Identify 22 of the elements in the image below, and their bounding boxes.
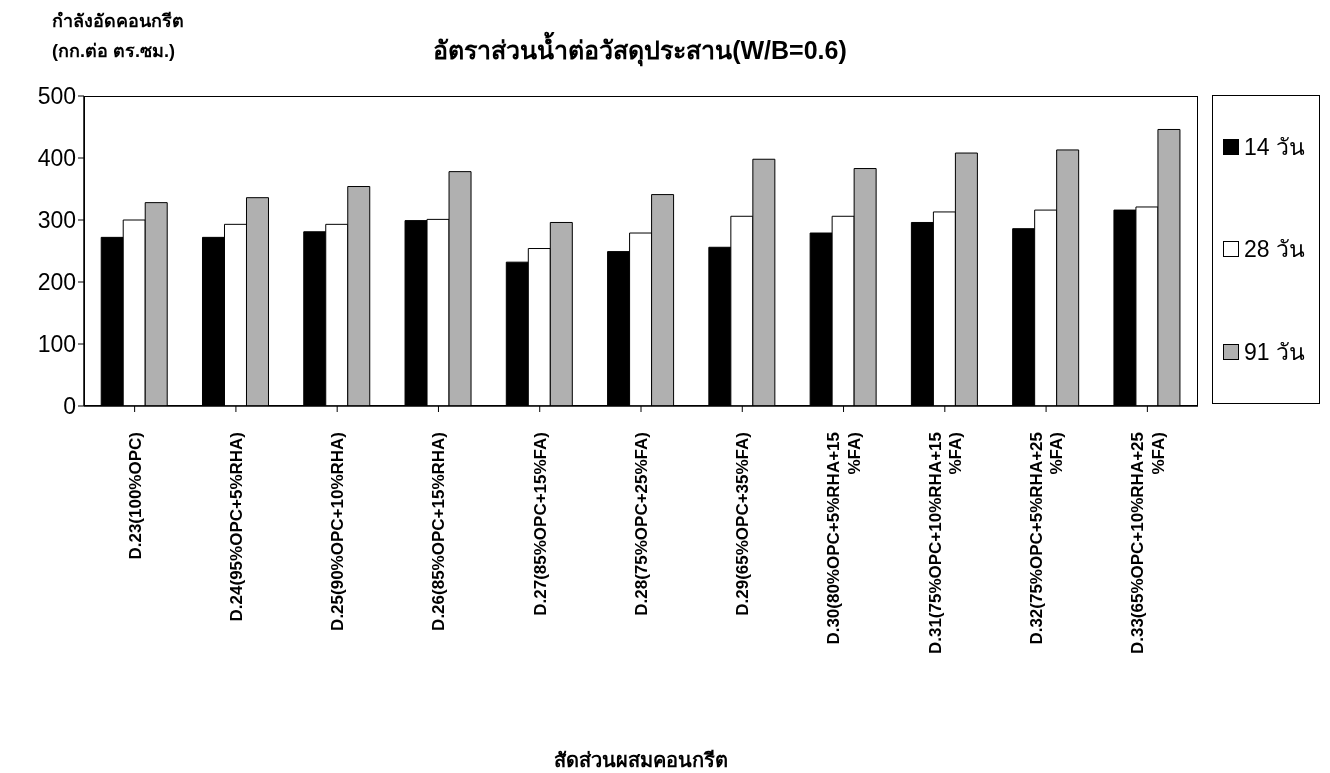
y-tick-label: 0 — [63, 393, 76, 420]
x-tick-label: D.31(75%OPC+10%RHA+15%FA) — [925, 432, 965, 655]
y-tick-label: 400 — [37, 145, 76, 172]
y-tick-label: 200 — [37, 269, 76, 296]
legend-label: 91 วัน — [1244, 337, 1305, 367]
legend-label: 14 วัน — [1244, 133, 1305, 163]
x-tick-label: D.33(65%OPC+10%RHA+25%FA) — [1128, 432, 1168, 655]
x-tick-label: D.24(95%OPC+5%RHA) — [226, 432, 246, 622]
x-tick-label: D.32(75%OPC+5%RHA+25%FA) — [1026, 432, 1067, 645]
y-tick-label: 500 — [37, 83, 76, 110]
x-tick-label: D.30(80%OPC+5%RHA+15%FA) — [824, 432, 864, 645]
x-tick-label: D.23(100%OPC) — [125, 432, 145, 560]
x-tick-label: D.29(65%OPC+35%FA) — [733, 432, 753, 616]
x-tick-label: D.25(90%OPC+10%RHA) — [328, 432, 348, 631]
x-tick-label: D.28(75%OPC+25%FA) — [631, 432, 651, 616]
x-axis-title: สัดส่วนผสมคอนกรีต — [554, 749, 728, 771]
legend-label: 28 วัน — [1244, 235, 1305, 265]
x-tick-label: D.26(85%OPC+15%RHA) — [429, 432, 449, 631]
x-tick-label: D.27(85%OPC+15%FA) — [530, 432, 550, 616]
y-axis-title: กำลังอัดคอนกรีต (กก.ต่อ ตร.ซม.) — [52, 10, 184, 63]
y-tick-label: 100 — [37, 331, 76, 358]
y-tick-label: 300 — [37, 207, 76, 234]
